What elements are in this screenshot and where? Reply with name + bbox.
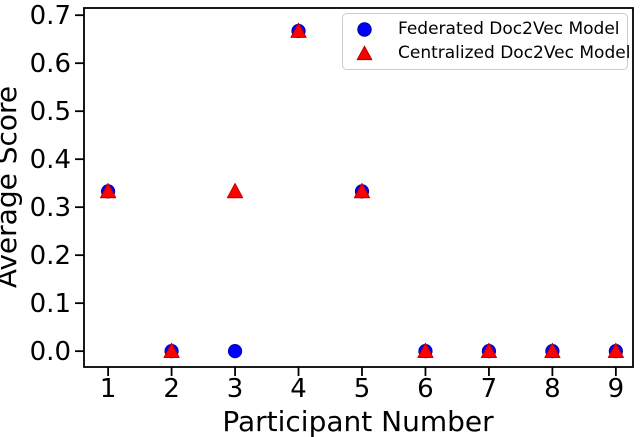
data-point-series1-p5 xyxy=(353,183,371,199)
legend-item-centralized: Centralized Doc2Vec Model xyxy=(343,42,631,67)
x-tick-label: 3 xyxy=(227,374,244,404)
centralized-triangle-marker-icon xyxy=(356,45,373,61)
data-point-series0-p3 xyxy=(227,344,243,359)
federated-circle-marker-icon xyxy=(357,22,372,37)
axes-layer: 1 2 3 4 5 6 7 8 9 0.0 0.1 0.2 0.3 0.4 0.5 0.6 0.7 xyxy=(30,1,634,404)
y-tick-label: 0.2 xyxy=(30,241,71,271)
x-tick-label: 4 xyxy=(290,374,307,404)
x-tick-label: 1 xyxy=(100,374,117,404)
data-point-series1-p9 xyxy=(607,342,624,359)
x-tick-label: 9 xyxy=(608,374,625,404)
data-point-series1-p6 xyxy=(417,342,434,359)
data-point-series1-p8 xyxy=(544,342,561,359)
y-tick-label: 0.5 xyxy=(30,97,71,127)
legend-label-centralized: Centralized Doc2Vec Model xyxy=(398,43,631,64)
x-tick-label: 8 xyxy=(544,374,561,404)
y-tick-label: 0.0 xyxy=(30,337,71,367)
y-tick-label: 0.3 xyxy=(30,193,71,223)
data-point-series1-p3 xyxy=(226,183,244,199)
y-tick-label: 0.4 xyxy=(30,145,71,175)
legend-item-federated: Federated Doc2Vec Model xyxy=(343,17,627,42)
y-axis-title: Average Score xyxy=(0,86,23,288)
x-axis-title: Participant Number xyxy=(222,405,494,437)
y-tick-label: 0.6 xyxy=(30,49,71,79)
legend: Federated Doc2Vec Model Centralized Doc2… xyxy=(342,13,631,70)
plot-frame xyxy=(83,7,634,368)
y-tick-label: 0.1 xyxy=(30,289,71,319)
x-tick-label: 6 xyxy=(417,374,434,404)
x-tick-label: 5 xyxy=(354,374,371,404)
legend-label-federated: Federated Doc2Vec Model xyxy=(398,18,620,39)
data-point-series1-p2 xyxy=(163,342,180,359)
y-tick-label: 0.7 xyxy=(30,1,71,31)
markers-layer xyxy=(100,22,624,359)
data-point-series1-p1 xyxy=(100,183,117,199)
x-tick-label: 2 xyxy=(163,374,180,404)
data-point-series1-p4 xyxy=(290,22,307,38)
x-tick-label: 7 xyxy=(481,374,498,404)
data-point-series1-p7 xyxy=(480,342,498,359)
